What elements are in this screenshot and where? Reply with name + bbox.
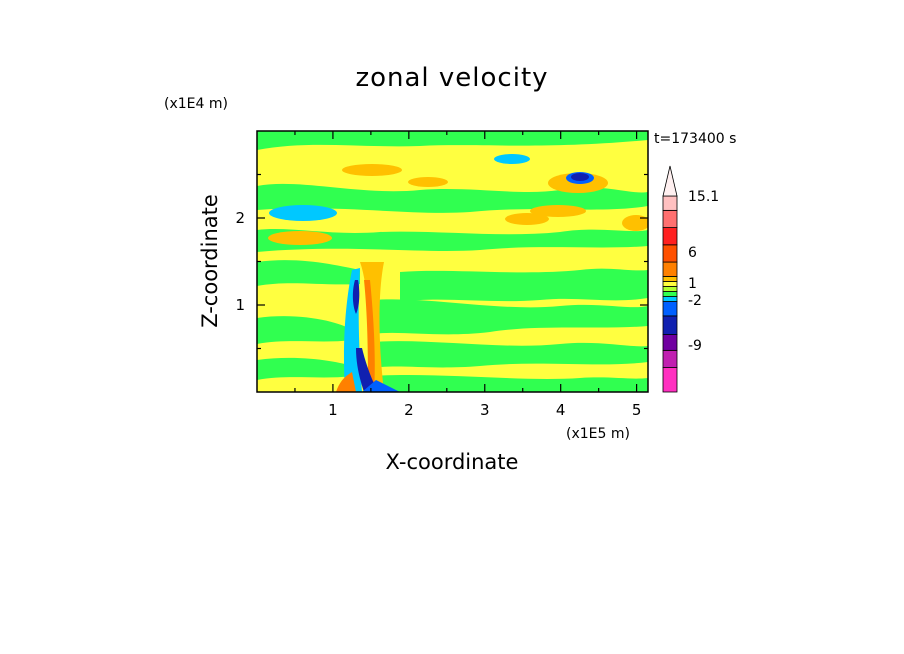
colorbar-segment [662, 244, 678, 263]
colorbar-label: 1 [688, 276, 697, 292]
x-axis-label: X-coordinate [386, 450, 519, 474]
colorbar-label: -9 [688, 338, 702, 354]
x-tick-label: 2 [404, 401, 414, 419]
x-tick-label: 1 [328, 401, 338, 419]
colorbar-extend-arrow [662, 165, 678, 197]
x-tick-label: 3 [480, 401, 490, 419]
x-multiplier-label: (x1E5 m) [566, 426, 630, 442]
time-label: t=173400 s [654, 131, 736, 147]
axis-ticks: 1 2 3 4 5 1 2 [235, 131, 648, 419]
colorbar-label: 15.1 [688, 189, 719, 205]
colorbar-segment [662, 276, 678, 282]
colorbar-segment [662, 209, 678, 228]
colorbar-segment [662, 286, 678, 292]
y-tick-label: 2 [235, 209, 245, 227]
x-tick-label: 4 [556, 401, 566, 419]
colorbar-segment [662, 195, 678, 211]
colorbar-segment [662, 334, 678, 351]
colorbar-segment [662, 261, 678, 277]
colorbar-segment [662, 227, 678, 246]
colorbar: 15.1 6 1-2 -9 [662, 165, 719, 393]
x-tick-label: 5 [632, 401, 642, 419]
colorbar-label: 6 [688, 245, 697, 261]
colorbar-segment [662, 367, 678, 393]
y-tick-label: 1 [235, 296, 245, 314]
y-axis-label: Z-coordinate [198, 194, 222, 328]
chart-title: zonal velocity [355, 63, 548, 93]
colorbar-segment [662, 291, 678, 297]
colorbar-segment [662, 281, 678, 287]
colorbar-segment [662, 296, 678, 302]
y-multiplier-label: (x1E4 m) [164, 96, 228, 112]
colorbar-segment [662, 349, 678, 368]
colorbar-segment [662, 301, 678, 317]
colorbar-segment [662, 315, 678, 335]
colorbar-label: -2 [688, 293, 702, 309]
contour-field [257, 131, 648, 392]
